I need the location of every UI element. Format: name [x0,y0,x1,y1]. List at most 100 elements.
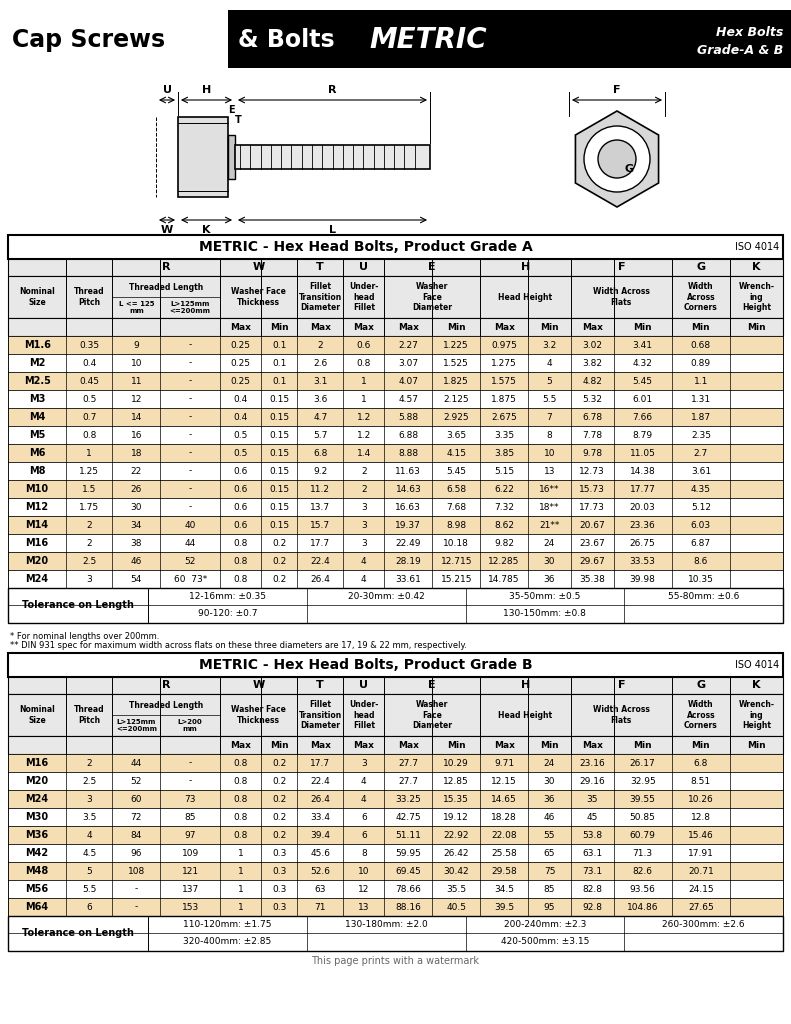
Text: 12.715: 12.715 [441,556,472,565]
Text: Min: Min [691,323,710,332]
Text: 0.3: 0.3 [272,849,286,857]
Text: 0.8: 0.8 [233,539,248,548]
Text: 4: 4 [361,795,367,804]
Text: 18: 18 [131,449,142,458]
Text: 23.16: 23.16 [579,759,605,768]
Text: R: R [162,262,171,272]
Text: 33.53: 33.53 [630,556,656,565]
Text: M20: M20 [25,776,48,786]
Bar [0,10,228,68]
Text: 121: 121 [182,866,199,876]
Bar [8,480,783,498]
Bar [0,72,791,234]
Text: 16: 16 [131,430,142,439]
Text: 0.3: 0.3 [272,902,286,911]
Text: 13: 13 [543,467,555,475]
Bar [8,826,783,844]
Text: 8: 8 [361,849,367,857]
Text: Fillet
Transition
Diameter: Fillet Transition Diameter [298,282,342,312]
Text: 27.7: 27.7 [399,759,418,768]
Text: 4: 4 [361,556,367,565]
Text: 1: 1 [238,866,244,876]
Text: -: - [188,413,192,422]
Text: 10: 10 [131,358,142,368]
Text: 0.15: 0.15 [269,484,290,494]
Text: M24: M24 [25,794,48,804]
Text: 3: 3 [361,759,367,768]
Text: 44: 44 [184,539,196,548]
Text: Nominal
Size: Nominal Size [19,288,55,307]
Text: H: H [521,681,530,690]
Text: This page prints with a watermark: This page prints with a watermark [312,956,479,966]
Text: 10.29: 10.29 [444,759,469,768]
Text: 0.1: 0.1 [272,358,286,368]
Text: W: W [252,681,265,690]
Text: 13: 13 [358,902,369,911]
Text: 11.05: 11.05 [630,449,656,458]
Text: 54: 54 [131,574,142,584]
Text: 0.8: 0.8 [357,358,371,368]
Text: 22.4: 22.4 [310,776,330,785]
Text: 30: 30 [543,776,555,785]
Text: 12.15: 12.15 [491,776,517,785]
Text: 4: 4 [547,358,552,368]
Text: 3.07: 3.07 [399,358,418,368]
Bar [8,736,783,754]
Text: 2.5: 2.5 [82,776,97,785]
Text: 6.03: 6.03 [691,520,711,529]
Text: Min: Min [270,323,289,332]
Text: 0.35: 0.35 [79,341,100,349]
Bar [235,145,430,169]
Text: -: - [134,902,138,911]
Text: 2.925: 2.925 [444,413,469,422]
Text: 2: 2 [86,520,92,529]
Text: -: - [188,358,192,368]
Text: 35: 35 [586,795,598,804]
Text: 3: 3 [361,520,367,529]
Text: METRIC: METRIC [369,26,486,54]
Text: 4.7: 4.7 [313,413,327,422]
Text: Min: Min [747,323,766,332]
Text: 39.55: 39.55 [630,795,656,804]
Text: 27.7: 27.7 [399,776,418,785]
Text: 72: 72 [131,812,142,821]
Text: F: F [613,85,621,95]
Text: 8: 8 [547,430,552,439]
Text: -: - [188,467,192,475]
Text: 28.19: 28.19 [396,556,421,565]
Text: 2: 2 [86,759,92,768]
Text: 1: 1 [86,449,92,458]
Bar [8,534,783,552]
Text: 320-400mm: ±2.85: 320-400mm: ±2.85 [184,937,271,946]
Text: 51.11: 51.11 [396,830,422,840]
Text: 3.02: 3.02 [582,341,602,349]
Bar [8,390,783,408]
Text: 9.78: 9.78 [582,449,602,458]
Text: 5.45: 5.45 [446,467,466,475]
Text: 33.61: 33.61 [396,574,422,584]
Text: M4: M4 [29,412,45,422]
Text: 12-16mm: ±0.35: 12-16mm: ±0.35 [189,592,266,601]
Circle shape [598,140,636,178]
Text: 75: 75 [543,866,555,876]
Text: Washer Face
Thickness: Washer Face Thickness [231,288,286,307]
Text: 0.8: 0.8 [233,830,248,840]
Text: E: E [429,681,436,690]
Text: 44: 44 [131,759,142,768]
Text: 26: 26 [131,484,142,494]
Text: METRIC - Hex Head Bolts, Product Grade A: METRIC - Hex Head Bolts, Product Grade A [199,240,532,254]
Text: Min: Min [634,740,652,750]
Text: M1.6: M1.6 [24,340,51,350]
Text: -: - [134,885,138,894]
Text: Max: Max [354,323,374,332]
Text: 0.25: 0.25 [231,377,251,385]
Text: 3.41: 3.41 [633,341,653,349]
Text: 0.5: 0.5 [82,394,97,403]
Text: Thread
Pitch: Thread Pitch [74,288,104,307]
Text: 26.4: 26.4 [310,574,330,584]
Text: 69.45: 69.45 [396,866,421,876]
Text: 45.6: 45.6 [310,849,330,857]
Text: 130-180mm: ±2.0: 130-180mm: ±2.0 [345,920,427,929]
Text: M2.5: M2.5 [24,376,51,386]
Text: 153: 153 [182,902,199,911]
